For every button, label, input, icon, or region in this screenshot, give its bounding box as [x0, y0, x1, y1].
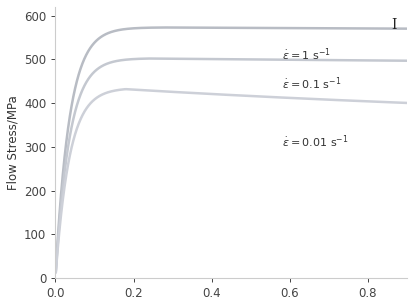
- Y-axis label: Flow Stress/MPa: Flow Stress/MPa: [7, 95, 20, 190]
- Text: $\dot{\varepsilon}=0.01\ \mathrm{s}^{-1}$: $\dot{\varepsilon}=0.01\ \mathrm{s}^{-1}…: [281, 133, 348, 150]
- Text: I: I: [390, 18, 396, 32]
- Text: $\dot{\varepsilon}=1\ \mathrm{s}^{-1}$: $\dot{\varepsilon}=1\ \mathrm{s}^{-1}$: [281, 47, 330, 63]
- Text: $\dot{\varepsilon}=0.1\ \mathrm{s}^{-1}$: $\dot{\varepsilon}=0.1\ \mathrm{s}^{-1}$: [281, 75, 341, 92]
